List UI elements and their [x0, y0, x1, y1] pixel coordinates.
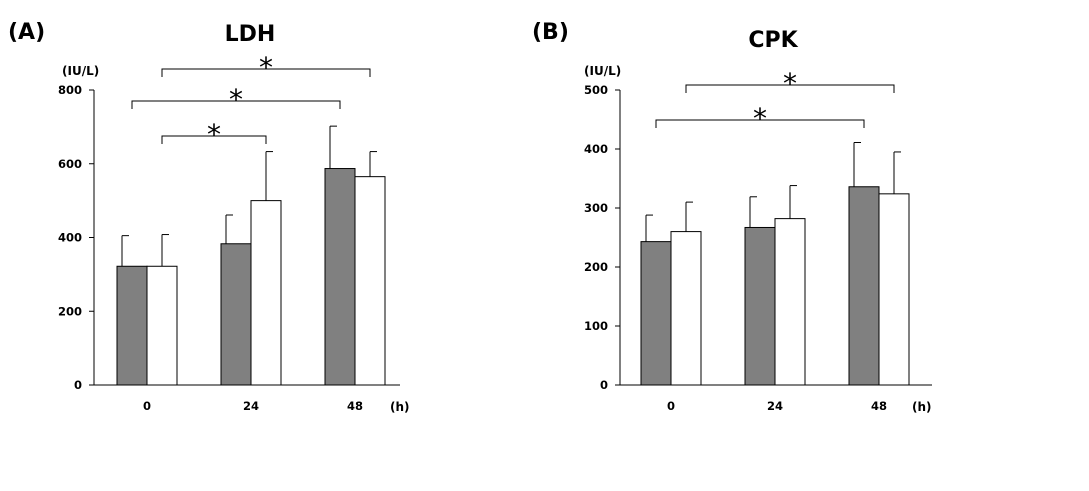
chart-1-y-axis-label: (IU/L) [584, 64, 621, 78]
chart-0-x-tick-label: 24 [243, 399, 259, 413]
chart-1-title: CPK [748, 28, 798, 53]
chart-0-bar-s0-g0 [116, 265, 148, 386]
chart-1-y-tick-label: 400 [584, 142, 608, 156]
chart-0-bar-s1-g1 [250, 200, 282, 386]
chart-1-significance-bracket [655, 119, 865, 128]
chart-0-bar-s1-g0 [146, 265, 178, 386]
chart-1-bar-s0-g1 [744, 226, 776, 386]
chart-1-bar-s0-g2 [848, 186, 880, 386]
chart-1-bar-s1-g0 [670, 231, 702, 386]
chart-0-title: LDH [225, 22, 276, 47]
chart-0-y-axis-label: (IU/L) [62, 64, 99, 78]
chart-0-panel-label: (A) [8, 20, 45, 45]
chart-0-x-tick-label: 0 [143, 399, 151, 413]
chart-0-x-tick-label: 48 [347, 399, 363, 413]
chart-1-x-tick-label: 24 [767, 399, 783, 413]
chart-0-significance-bracket [131, 100, 341, 109]
chart-0-significance-star: * [229, 83, 243, 116]
chart-1-bar-s1-g1 [774, 218, 806, 386]
chart-1-x-tick-label: 0 [667, 399, 675, 413]
chart-1-significance-star: * [783, 67, 797, 100]
chart-0-bar-s1-g2 [354, 176, 386, 386]
chart-1-panel-label: (B) [532, 20, 569, 45]
chart-0-significance-bracket [161, 68, 371, 77]
chart-0-significance-star: * [259, 51, 273, 84]
chart-1-y-tick-label: 100 [584, 319, 608, 333]
chart-1-y-tick-label: 300 [584, 201, 608, 215]
chart-1-bar-s1-g2 [878, 193, 910, 386]
chart-0-y-tick-label: 600 [58, 157, 82, 171]
chart-1-significance-bracket [685, 84, 895, 93]
chart-0-x-axis-label: (h) [390, 400, 410, 414]
chart-0-bar-s0-g1 [220, 243, 252, 386]
chart-1-bar-s0-g0 [640, 241, 672, 386]
chart-1-y-tick-label: 500 [584, 83, 608, 97]
chart-0-significance-star: * [207, 118, 221, 151]
chart-0-y-tick-label: 0 [74, 378, 82, 392]
chart-0-y-tick-label: 800 [58, 83, 82, 97]
chart-1-x-axis-label: (h) [912, 400, 932, 414]
chart-1-y-tick-label: 200 [584, 260, 608, 274]
chart-1-y-tick-label: 0 [600, 378, 608, 392]
chart-0-significance-bracket [161, 135, 267, 144]
chart-1-x-tick-label: 48 [871, 399, 887, 413]
chart-0-y-tick-label: 200 [58, 304, 82, 318]
chart-0-y-tick-label: 400 [58, 231, 82, 245]
chart-0-bar-s0-g2 [324, 168, 356, 386]
chart-1-significance-star: * [753, 102, 767, 135]
